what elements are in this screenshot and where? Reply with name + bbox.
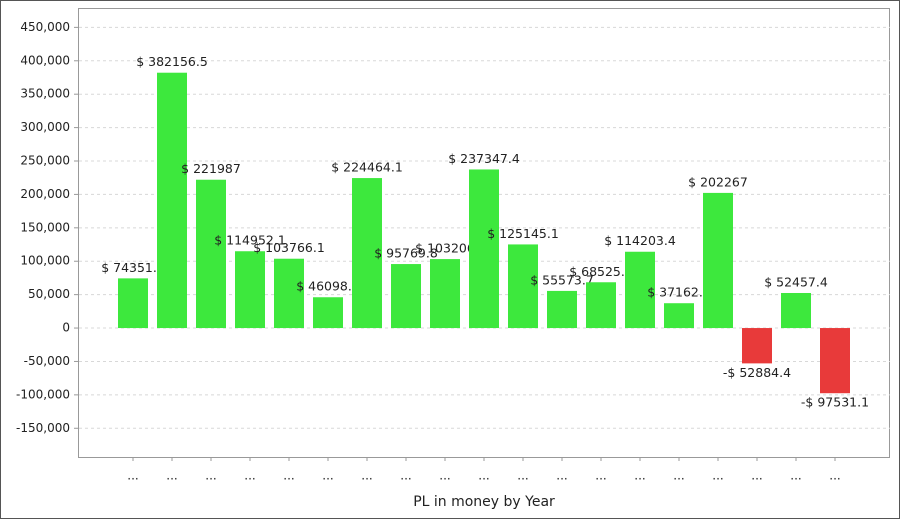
bar bbox=[625, 251, 655, 329]
bar bbox=[196, 179, 226, 329]
value-label: $ 224464.1 bbox=[331, 160, 403, 175]
value-label: -$ 52884.4 bbox=[723, 365, 791, 380]
bar bbox=[118, 278, 148, 329]
y-tick-label: 100,000 bbox=[20, 254, 70, 268]
bar bbox=[742, 328, 772, 364]
x-axis-label: PL in money by Year bbox=[413, 494, 555, 510]
bar bbox=[352, 178, 382, 329]
value-label: $ 237347.4 bbox=[448, 151, 520, 166]
value-label: $ 55573.7 bbox=[530, 272, 594, 287]
x-tick-label: ... bbox=[673, 469, 684, 483]
x-tick-label: ... bbox=[829, 469, 840, 483]
x-tick-label: ... bbox=[478, 469, 489, 483]
x-tick-label: ... bbox=[751, 469, 762, 483]
y-tick-label: 450,000 bbox=[20, 20, 70, 34]
x-tick-label: ... bbox=[166, 469, 177, 483]
value-label: $ 74351.6 bbox=[101, 260, 165, 275]
value-label: $ 52457.4 bbox=[764, 274, 828, 289]
value-label: $ 103206 bbox=[415, 241, 475, 256]
value-label: $ 46098.5 bbox=[296, 279, 360, 294]
bar bbox=[313, 297, 343, 329]
value-label: $ 114203.4 bbox=[604, 233, 676, 248]
value-label: $ 125145.1 bbox=[487, 226, 559, 241]
x-tick-label: ... bbox=[556, 469, 567, 483]
bar bbox=[547, 290, 577, 329]
value-label: $ 114952.1 bbox=[214, 233, 286, 248]
value-label: $ 202267 bbox=[688, 174, 748, 189]
y-tick-label: 400,000 bbox=[20, 53, 70, 67]
y-tick-label: 250,000 bbox=[20, 154, 70, 168]
bar bbox=[820, 328, 850, 394]
y-tick-label: 0 bbox=[62, 321, 70, 335]
x-tick-label: ... bbox=[322, 469, 333, 483]
x-tick-label: ... bbox=[283, 469, 294, 483]
x-tick-label: ... bbox=[127, 469, 138, 483]
x-tick-label: ... bbox=[205, 469, 216, 483]
bar bbox=[664, 303, 694, 329]
y-tick-label: 50,000 bbox=[28, 287, 70, 301]
y-tick-label: 300,000 bbox=[20, 120, 70, 134]
value-label: $ 221987 bbox=[181, 161, 241, 176]
bar bbox=[469, 169, 499, 329]
bar bbox=[508, 244, 538, 329]
bar bbox=[781, 292, 811, 329]
x-tick-label: ... bbox=[634, 469, 645, 483]
bar bbox=[391, 264, 421, 329]
value-label: $ 103766.1 bbox=[253, 240, 325, 255]
x-tick-label: ... bbox=[712, 469, 723, 483]
x-tick-label: ... bbox=[439, 469, 450, 483]
bar bbox=[274, 258, 304, 329]
bar bbox=[430, 259, 460, 329]
value-label: $ 95769.8 bbox=[374, 246, 438, 261]
bar bbox=[235, 251, 265, 329]
y-tick-label: -100,000 bbox=[16, 387, 70, 401]
x-tick-label: ... bbox=[790, 469, 801, 483]
x-tick-label: ... bbox=[361, 469, 372, 483]
bar bbox=[157, 72, 187, 329]
y-tick-label: 150,000 bbox=[20, 220, 70, 234]
bar bbox=[703, 192, 733, 329]
value-label: $ 68525.3 bbox=[569, 264, 633, 279]
x-tick-label: ... bbox=[517, 469, 528, 483]
y-tick-label: 350,000 bbox=[20, 87, 70, 101]
bar bbox=[586, 282, 616, 329]
value-label: -$ 97531.1 bbox=[801, 395, 869, 410]
x-tick-label: ... bbox=[244, 469, 255, 483]
y-tick-label: 200,000 bbox=[20, 187, 70, 201]
value-label: $ 382156.5 bbox=[136, 54, 208, 69]
value-label: $ 37162.1 bbox=[647, 285, 711, 300]
y-tick-label: -150,000 bbox=[16, 421, 70, 435]
y-tick-label: -50,000 bbox=[24, 354, 70, 368]
x-tick-label: ... bbox=[400, 469, 411, 483]
x-tick-label: ... bbox=[595, 469, 606, 483]
